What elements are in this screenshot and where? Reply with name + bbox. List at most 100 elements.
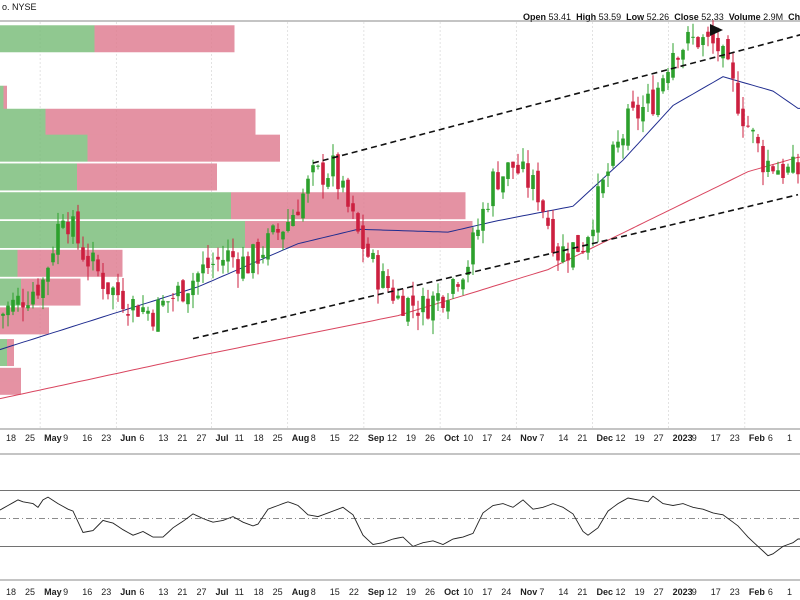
x-tick-label: 25 <box>273 433 283 443</box>
indicator-x-tick-label: 27 <box>196 587 206 597</box>
candle-body <box>181 280 185 302</box>
x-tick-label: 12 <box>387 433 397 443</box>
close-label: Close 52.33 <box>674 12 724 22</box>
candle-body <box>646 93 650 104</box>
x-tick-label: 19 <box>406 433 416 443</box>
indicator-x-tick-label: 27 <box>654 587 664 597</box>
candle-body <box>136 305 140 317</box>
candle-body <box>231 251 235 258</box>
indicator-x-tick-label: 23 <box>101 587 111 597</box>
candle-body <box>111 287 115 296</box>
x-tick-label: 24 <box>501 433 511 443</box>
candle-body <box>351 203 355 212</box>
x-tick-label: 21 <box>177 433 187 443</box>
indicator-x-tick-label: Aug <box>292 587 310 597</box>
candle-body <box>121 290 125 310</box>
candle-body <box>256 241 260 264</box>
candle-body <box>506 162 510 179</box>
candle-body <box>321 162 325 185</box>
candle-body <box>16 295 20 305</box>
candle-body <box>456 284 460 287</box>
vbp-down-bar <box>17 249 123 277</box>
candle-body <box>236 259 240 274</box>
candle-body <box>596 186 600 233</box>
open-label: Open 53.41 <box>523 12 572 22</box>
indicator-x-tick-label: 1 <box>787 587 792 597</box>
candle-body <box>451 279 455 294</box>
x-tick-label: 18 <box>254 433 264 443</box>
indicator-x-tick-label: 19 <box>406 587 416 597</box>
candle-body <box>771 166 775 172</box>
high-label: High 53.59 <box>576 12 622 22</box>
vbp-up-bar <box>0 221 245 249</box>
candle-body <box>51 253 55 263</box>
indicator-x-tick-label: Jun <box>120 587 136 597</box>
candle-body <box>146 310 150 314</box>
candle-body <box>426 298 430 319</box>
candle-body <box>216 256 220 260</box>
candle-body <box>476 229 480 237</box>
candle-body <box>391 287 395 301</box>
candle-body <box>526 163 530 188</box>
indicator-x-tick-label: 9 <box>692 587 697 597</box>
candle-body <box>116 282 120 296</box>
indicator-x-tick-label: 8 <box>311 587 316 597</box>
indicator-x-tick-label: 2023 <box>673 587 693 597</box>
candle-body <box>201 264 205 274</box>
candle-body <box>706 31 710 37</box>
lower-trendline <box>192 193 799 340</box>
x-tick-label: 9 <box>692 433 697 443</box>
candle-body <box>156 299 160 332</box>
candle-body <box>696 37 700 48</box>
x-tick-label: 26 <box>425 433 435 443</box>
candle-body <box>6 305 10 316</box>
x-tick-label: 23 <box>101 433 111 443</box>
candle-body <box>636 104 640 119</box>
indicator-x-tick-label: 16 <box>82 587 92 597</box>
candle-body <box>26 305 30 309</box>
x-tick-label: May <box>44 433 62 443</box>
candle-body <box>746 125 750 127</box>
candle-body <box>241 256 245 279</box>
x-tick-label: 21 <box>577 433 587 443</box>
candle-body <box>361 225 365 249</box>
candle-body <box>101 272 105 289</box>
candle-body <box>191 280 195 296</box>
indicator-x-tick-label: May <box>44 587 62 597</box>
indicator-x-tick-label: 25 <box>25 587 35 597</box>
indicator-x-tick-label: Jul <box>216 587 229 597</box>
candle-body <box>211 263 215 266</box>
x-tick-label: Dec <box>596 433 613 443</box>
x-tick-label: Aug <box>292 433 310 443</box>
candle-body <box>276 229 280 233</box>
indicator-x-tick-label: 19 <box>635 587 645 597</box>
candle-body <box>656 87 660 116</box>
x-tick-label: 13 <box>158 433 168 443</box>
candle-body <box>331 155 335 177</box>
candle-body <box>341 180 345 188</box>
candle-body <box>316 165 320 167</box>
indicator-line <box>0 495 800 557</box>
x-tick-label: 14 <box>558 433 568 443</box>
x-tick-label: 15 <box>330 433 340 443</box>
candle-body <box>131 299 135 311</box>
candle-body <box>71 216 75 237</box>
candle-body <box>626 108 630 146</box>
vbp-up-bar <box>0 192 231 220</box>
candle-body <box>701 37 705 46</box>
indicator-x-tick-label: 22 <box>349 587 359 597</box>
vbp-down-bar <box>94 25 235 53</box>
indicator-x-tick-label: Sep <box>368 587 385 597</box>
x-tick-label: 11 <box>235 433 244 443</box>
candle-body <box>106 282 110 295</box>
candle-body <box>731 62 735 79</box>
x-tick-label: 10 <box>463 433 473 443</box>
candle-body <box>741 108 745 127</box>
x-tick-label: 6 <box>139 433 144 443</box>
candle-body <box>621 138 625 146</box>
candle-body <box>686 31 690 44</box>
x-tick-label: 9 <box>63 433 68 443</box>
low-label: Low 52.26 <box>626 12 670 22</box>
indicator-x-tick-label: 12 <box>616 587 626 597</box>
candle-body <box>496 172 500 190</box>
